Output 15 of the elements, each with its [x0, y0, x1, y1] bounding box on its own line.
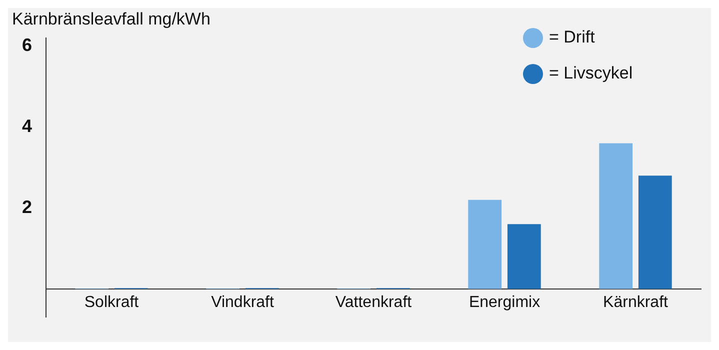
y-tick-label: 4	[22, 116, 32, 136]
x-tick-label: Energimix	[468, 294, 540, 311]
bar	[638, 176, 672, 289]
x-tick-label: Vattenkraft	[335, 294, 412, 311]
legend-label: = Drift	[549, 28, 596, 47]
bar	[468, 200, 502, 289]
legend-label: = Livscykel	[549, 64, 633, 83]
y-tick-label: 6	[22, 35, 32, 56]
y-axis-title: Kärnbränsleavfall mg/kWh	[12, 10, 210, 29]
bar	[599, 143, 633, 289]
x-tick-label: Solkraft	[84, 294, 140, 311]
bar	[507, 224, 541, 289]
y-tick-label: 2	[22, 196, 32, 217]
x-tick-label: Vindkraft	[211, 294, 274, 311]
x-tick-label: Kärnkraft	[603, 294, 669, 311]
